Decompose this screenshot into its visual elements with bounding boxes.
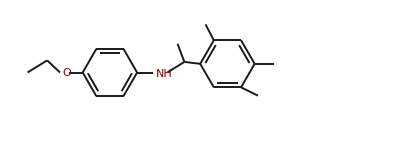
Text: O: O [62,68,71,77]
Text: NH: NH [156,69,173,79]
